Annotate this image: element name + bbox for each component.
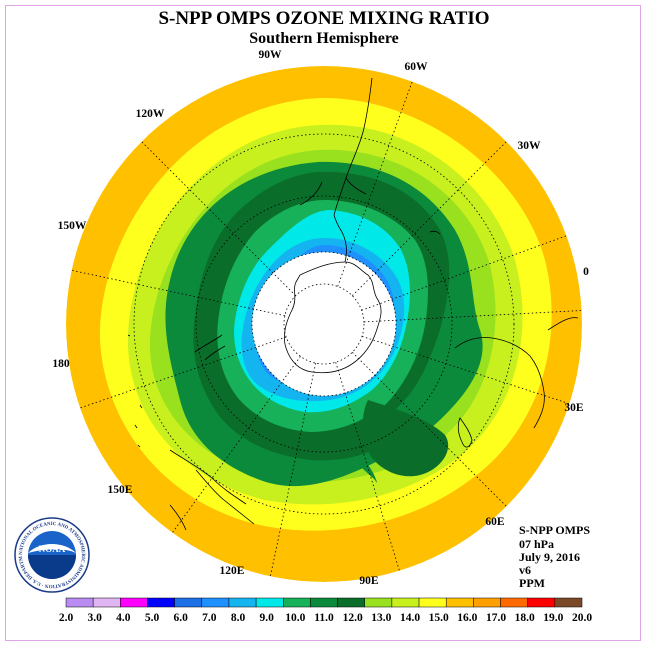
longitude-label: 0 (583, 266, 589, 278)
polar-night-mask (252, 252, 396, 396)
longitude-label: 180 (52, 358, 70, 370)
meridian-line (269, 363, 317, 577)
meridian-line (337, 81, 413, 287)
antarctic-peninsula (333, 214, 347, 263)
meridian-line (352, 141, 507, 296)
meridian-line (361, 235, 567, 311)
logo-wordmark: NOAA (39, 544, 66, 554)
south-america-coast (299, 77, 373, 216)
meridian-line (172, 356, 301, 533)
colorbar-tick-label: 5.0 (145, 612, 160, 624)
graticule (71, 81, 582, 577)
colorbar-tick-label: 14.0 (400, 612, 420, 624)
colorbar-swatch (120, 597, 148, 608)
longitude-label: 90E (359, 575, 379, 587)
map-subtitle: Southern Hemisphere (249, 30, 399, 47)
madagascar (457, 417, 473, 448)
longitude-label: 150W (58, 220, 87, 232)
south-georgia (429, 230, 441, 235)
colorbar-tick-label: 7.0 (202, 612, 217, 624)
green-tongue (358, 455, 377, 483)
colorbar-swatch (527, 597, 556, 608)
colorbar-swatch (283, 597, 311, 608)
colorbar-tick-label: 6.0 (173, 612, 188, 624)
parallel-45s (133, 133, 515, 515)
info-instrument: S-NPP OMPS (519, 523, 590, 537)
longitude-label: 120W (136, 108, 165, 120)
meridian-line (363, 310, 582, 323)
antarctica-coast (284, 261, 382, 374)
colorbar-tick-label: 8.0 (231, 612, 246, 624)
parallel-60s (195, 195, 453, 453)
colorbar-swatch (554, 597, 583, 608)
logo-gull-icon (28, 544, 76, 553)
info-units: PPM (519, 576, 545, 590)
longitude-label: 30W (518, 140, 542, 152)
longitude-label: 150E (108, 484, 133, 496)
colorbar-tick-label: 9.0 (259, 612, 274, 624)
colorbar-swatch (65, 597, 94, 608)
colorbar-tick-label: 3.0 (87, 612, 102, 624)
colorbar-swatch (445, 597, 474, 608)
new-zealand (194, 334, 226, 361)
colorbar-swatch (174, 597, 203, 608)
noaa-logo: NATIONAL OCEANIC AND ATMOSPHERIC ADMINIS… (14, 517, 90, 593)
colorbar-swatch (418, 597, 447, 608)
colorbar-swatch (391, 597, 420, 608)
meridian-line (361, 335, 570, 405)
colorbar-tick-label: 20.0 (572, 612, 592, 624)
longitude-label: 90W (259, 49, 283, 61)
island-chain (127, 334, 143, 448)
plot-frame (5, 5, 641, 641)
colorbar-swatch (147, 597, 175, 608)
colorbar-swatch (201, 597, 230, 608)
colorbar-tick-label: 15.0 (429, 612, 449, 624)
longitude-label: 60W (405, 61, 429, 73)
info-date: July 9, 2016 (519, 550, 581, 564)
meridian-line (141, 141, 296, 296)
australia-coast (169, 449, 255, 531)
parallel-80s (283, 283, 365, 365)
colorbar-tick-label: 16.0 (457, 612, 477, 624)
africa-coast (454, 317, 579, 429)
map-title: S-NPP OMPS OZONE MIXING RATIO (158, 8, 490, 29)
meridians (71, 81, 582, 577)
colorbar-swatch (500, 597, 528, 608)
colorbar-swatch (228, 597, 257, 608)
logo-lower-half (28, 555, 76, 579)
longitude-label: 60E (485, 516, 505, 528)
meridian-line (71, 269, 285, 317)
colorbar-tick-label: 2.0 (59, 612, 74, 624)
colorbar: 2.0 3.0 4.0 5.0 6.0 7.0 8.0 9.0 10.0 11.0 12.0 13.0… (59, 597, 592, 624)
colorbar-swatch (364, 597, 393, 608)
colorbar-tick-label: 17.0 (486, 612, 506, 624)
mountain-island (362, 400, 449, 477)
coastlines (127, 77, 579, 531)
colorbar-tick-label: 4.0 (116, 612, 131, 624)
meridian-line (79, 336, 287, 409)
colorbar-tick-label: 19.0 (543, 612, 563, 624)
colorbar-swatch (473, 597, 501, 608)
longitude-label: 120E (220, 565, 245, 577)
colorbar-swatch (310, 597, 338, 608)
meridian-line (335, 362, 400, 571)
parallel-70s (251, 251, 397, 397)
colorbar-tick-label: 18.0 (515, 612, 535, 624)
longitude-label: 30E (564, 402, 584, 414)
longitude-labels: 90W 60W 30W 0 30E 60E 90E 120E 150E 180 150W 120W (52, 49, 589, 587)
info-pressure: 07 hPa (519, 537, 555, 551)
colorbar-tick-label: 10.0 (285, 612, 305, 624)
colorbar-swatch (92, 597, 121, 608)
info-version: v6 (519, 563, 531, 577)
colorbar-tick-label: 11.0 (314, 612, 334, 624)
meridian-line (352, 352, 507, 507)
colorbar-tick-label: 12.0 (343, 612, 363, 624)
colorbar-tick-label: 13.0 (371, 612, 391, 624)
colorbar-swatch (337, 597, 365, 608)
colorbar-swatch (255, 597, 284, 608)
